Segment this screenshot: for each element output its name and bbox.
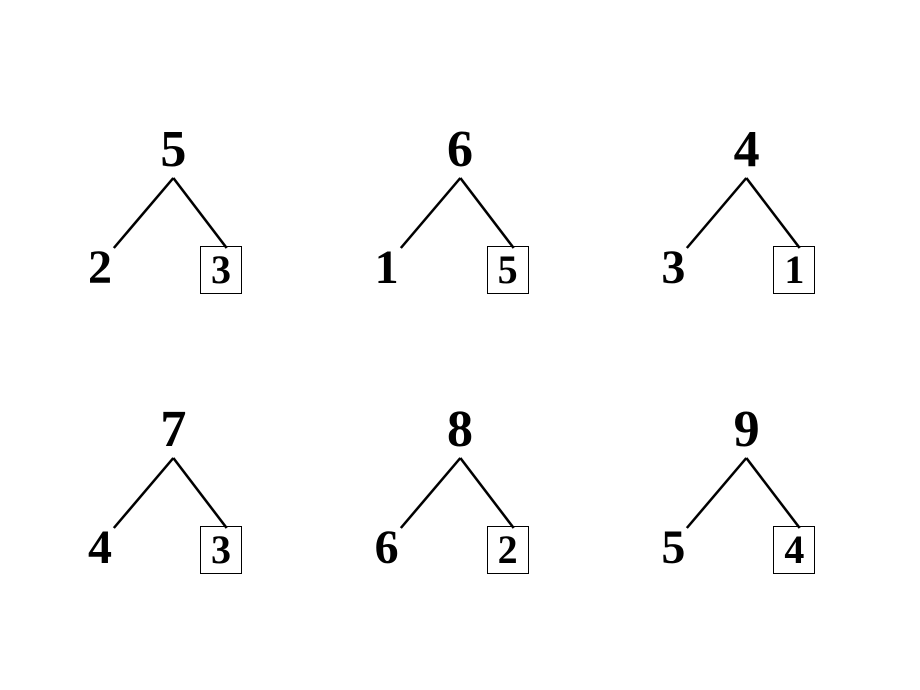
right-child-box: 3 (200, 246, 242, 294)
right-child-box: 3 (200, 526, 242, 574)
number-bond-tree: 8 6 2 (327, 400, 594, 640)
number-bond-tree: 5 2 3 (40, 120, 307, 360)
tree-grid: 5 2 3 6 1 5 4 3 1 7 4 3 8 (40, 120, 880, 640)
left-child-number: 2 (88, 240, 112, 295)
number-bond-tree: 7 4 3 (40, 400, 307, 640)
number-bond-tree: 6 1 5 (327, 120, 594, 360)
left-child-number: 4 (88, 520, 112, 575)
top-number: 6 (447, 120, 473, 179)
right-child-box: 2 (487, 526, 529, 574)
number-bond-tree: 4 3 1 (613, 120, 880, 360)
right-child-box: 4 (773, 526, 815, 574)
right-child-box: 5 (487, 246, 529, 294)
top-number: 4 (734, 120, 760, 179)
left-child-number: 6 (375, 520, 399, 575)
top-number: 8 (447, 400, 473, 459)
top-number: 9 (734, 400, 760, 459)
right-child-box: 1 (773, 246, 815, 294)
top-number: 5 (160, 120, 186, 179)
left-child-number: 3 (661, 240, 685, 295)
left-child-number: 5 (661, 520, 685, 575)
left-child-number: 1 (375, 240, 399, 295)
number-bond-tree: 9 5 4 (613, 400, 880, 640)
top-number: 7 (160, 400, 186, 459)
